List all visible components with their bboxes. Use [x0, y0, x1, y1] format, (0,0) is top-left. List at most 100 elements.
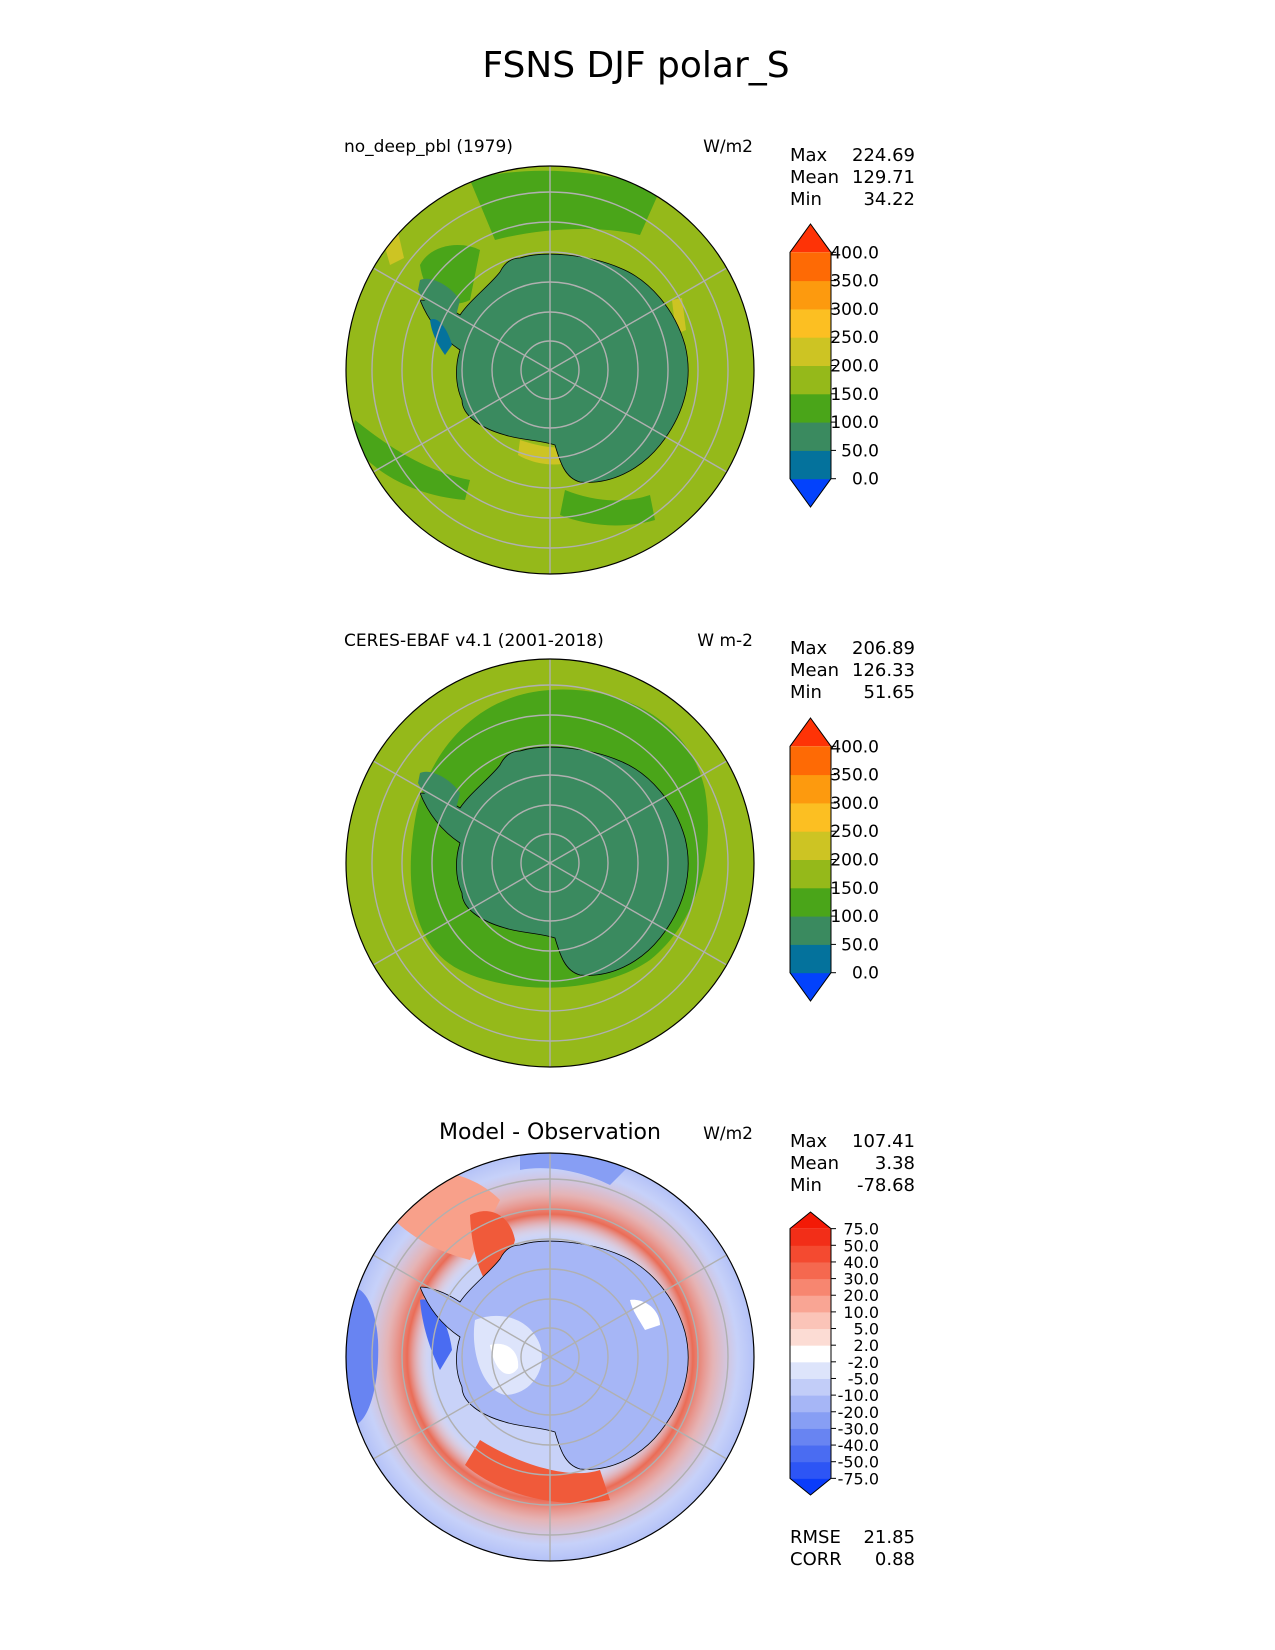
colorbar-tick-label: 250.0	[830, 328, 879, 348]
polar-map-test	[345, 165, 755, 575]
stat-label: Min	[790, 189, 822, 210]
stat-value: 107.41	[852, 1131, 915, 1152]
stat-value: 129.71	[852, 167, 915, 188]
colorbar-segment	[790, 422, 831, 451]
stat-label: Mean	[790, 167, 839, 188]
colorbar-tick-label: -5.0	[848, 1369, 879, 1388]
colorbar-reference: 0.0 50.0 100.0 150.0 200.0 250.0 300.0 350.0 400…	[789, 717, 879, 1002]
panel-test: no_deep_pbl (1979) W/m2	[344, 137, 915, 575]
map-boundary	[345, 165, 755, 575]
colorbar-extend-low	[790, 972, 831, 1001]
colorbar-tick-label: 100.0	[830, 907, 879, 927]
stat-label: Max	[790, 1131, 828, 1152]
map-boundary	[345, 1152, 755, 1562]
colorbar-tick-label: 350.0	[830, 272, 879, 292]
panel-diff-units: W/m2	[703, 1124, 753, 1144]
colorbar-tick-label: 200.0	[830, 357, 879, 377]
colorbar-tick-label: 0.0	[852, 964, 879, 984]
metric-label: RMSE	[790, 1527, 841, 1548]
polar-map-diff	[345, 1152, 755, 1562]
colorbar-segment	[790, 1328, 831, 1346]
colorbar-tick-label: 5.0	[854, 1320, 879, 1339]
colorbar-tick-label: 300.0	[830, 300, 879, 320]
colorbar-segment	[790, 1228, 831, 1246]
colorbar-tick-label: 0.0	[852, 470, 879, 490]
colorbar-tick-label: -2.0	[848, 1353, 879, 1372]
stat-label: Min	[790, 1175, 822, 1196]
stats-test: Max 224.69 Mean 129.71 Min 34.22	[790, 145, 915, 210]
field-patch	[350, 420, 470, 500]
field-patch	[490, 1343, 519, 1375]
ice-shelf-region	[418, 278, 460, 320]
colorbar-tick-label: 150.0	[830, 385, 879, 405]
field-patch	[560, 490, 655, 526]
panel-reference: CERES-EBAF v4.1 (2001-2018) W m-2	[344, 631, 915, 1068]
colorbar-segment	[790, 1428, 831, 1446]
stat-label: Min	[790, 682, 822, 703]
colorbar-tick-label: 200.0	[830, 851, 879, 871]
stat-value: -78.68	[857, 1175, 915, 1196]
colorbar-tick-label: -30.0	[838, 1419, 879, 1438]
colorbar-segment	[790, 916, 831, 945]
stat-label: Mean	[790, 660, 839, 681]
colorbar-tick-label: -40.0	[838, 1436, 879, 1455]
colorbar-extend-low	[790, 478, 831, 507]
colorbar-segment	[790, 1278, 831, 1296]
colorbar-segment	[790, 1245, 831, 1263]
metric-label: CORR	[790, 1549, 842, 1570]
panel-reference-title: CERES-EBAF v4.1 (2001-2018)	[344, 631, 604, 651]
colorbar-segment	[790, 1445, 831, 1463]
colorbar-segment	[790, 393, 831, 423]
colorbar-tick-label: 10.0	[843, 1303, 879, 1322]
field-patch	[465, 1440, 610, 1504]
colorbar-segment	[790, 887, 831, 917]
colorbar-segment	[790, 802, 831, 832]
stat-value: 51.65	[863, 682, 915, 703]
panel-reference-units: W m-2	[697, 631, 753, 651]
colorbar-tick-label: 30.0	[843, 1270, 879, 1289]
colorbar-tick-label: -50.0	[838, 1453, 879, 1472]
colorbar-extend-high	[790, 1212, 831, 1229]
stats-reference: Max 206.89 Mean 126.33 Min 51.65	[790, 638, 915, 703]
colorbar-tick-label: 50.0	[841, 935, 879, 955]
polar-map-reference	[345, 658, 755, 1068]
colorbar-segment	[790, 746, 831, 776]
colorbar-segment	[790, 1311, 831, 1330]
colorbar-segment	[790, 450, 831, 480]
field-patch	[630, 1299, 660, 1330]
colorbar-segment	[790, 1411, 831, 1429]
panel-test-units: W/m2	[703, 137, 753, 157]
colorbar-segment	[790, 1361, 831, 1379]
metric-value: 21.85	[863, 1527, 915, 1548]
colorbar-tick-label: -75.0	[838, 1469, 879, 1488]
stat-label: Max	[790, 638, 828, 659]
colorbar-tick-label: 400.0	[830, 737, 879, 757]
colorbar-segment	[790, 831, 831, 860]
panel-diff-title: Model - Observation	[439, 1120, 661, 1145]
colorbar-tick-label: 50.0	[843, 1236, 879, 1255]
colorbar-tick-label: 400.0	[830, 243, 879, 263]
colorbar-segment	[790, 337, 831, 366]
colorbar-tick-label: 150.0	[830, 879, 879, 899]
colorbar-segment	[790, 859, 831, 889]
graticule	[371, 659, 729, 1067]
colorbar-tick-label: 40.0	[843, 1253, 879, 1272]
colorbar-tick-label: 350.0	[830, 766, 879, 786]
colorbar-extend-high	[790, 718, 831, 747]
colorbar-segment	[790, 1295, 831, 1313]
colorbar-tick-label: 100.0	[830, 413, 879, 433]
colorbar-segment	[790, 280, 831, 310]
colorbar-tick-label: -20.0	[838, 1403, 879, 1422]
colorbar-segment	[790, 365, 831, 395]
colorbar-segment	[790, 308, 831, 338]
graticule	[371, 1153, 729, 1561]
colorbar-tick-label: 20.0	[843, 1286, 879, 1305]
stat-label: Mean	[790, 1153, 839, 1174]
colorbar-segment	[790, 1461, 831, 1479]
colorbar-segment	[790, 252, 831, 282]
graticule	[371, 166, 729, 574]
ice-shelf-region	[418, 771, 460, 813]
figure-suptitle: FSNS DJF polar_S	[482, 45, 789, 86]
colorbar-segment	[790, 1395, 831, 1413]
